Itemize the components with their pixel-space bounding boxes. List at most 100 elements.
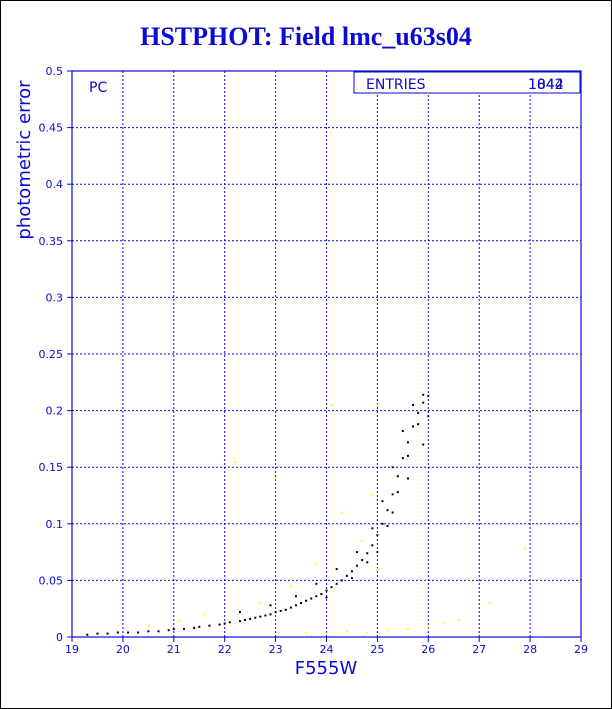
- data-point: [259, 615, 262, 618]
- stats-value-1: 1044: [528, 77, 564, 93]
- data-point: [422, 401, 425, 404]
- data-point: [315, 595, 318, 598]
- data-point: [427, 415, 430, 418]
- data-point: [376, 534, 379, 537]
- data-point: [274, 611, 277, 614]
- y-tick-label: 0.5: [46, 65, 64, 78]
- data-point: [406, 628, 409, 631]
- data-point: [361, 559, 364, 562]
- data-point: [386, 525, 389, 528]
- data-point: [310, 597, 313, 600]
- data-point: [376, 551, 379, 554]
- data-point: [381, 522, 384, 525]
- data-point: [345, 574, 348, 577]
- data-point: [488, 602, 491, 605]
- data-point: [137, 631, 140, 634]
- data-point: [269, 604, 272, 607]
- data-point: [396, 475, 399, 478]
- data-point: [305, 599, 308, 602]
- data-point: [330, 403, 333, 406]
- x-tick-label: 23: [269, 643, 283, 656]
- data-point: [391, 493, 394, 496]
- data-point: [233, 460, 236, 463]
- data-point: [126, 631, 129, 634]
- data-point: [345, 630, 348, 633]
- data-point: [289, 606, 292, 609]
- data-point: [356, 564, 359, 567]
- x-tick-label: 21: [167, 643, 181, 656]
- x-tick-label: 22: [218, 643, 232, 656]
- data-point: [96, 632, 99, 635]
- data-point: [381, 500, 384, 503]
- data-point: [361, 539, 364, 542]
- x-tick-label: 28: [523, 643, 537, 656]
- data-point: [401, 429, 404, 432]
- data-point: [259, 602, 262, 605]
- data-point: [320, 592, 323, 595]
- data-point: [406, 441, 409, 444]
- data-point: [376, 568, 379, 571]
- data-point: [340, 579, 343, 582]
- data-point: [208, 624, 211, 627]
- data-point: [294, 604, 297, 607]
- data-point: [427, 625, 430, 628]
- x-tick-label: 24: [320, 643, 334, 656]
- data-point: [86, 633, 89, 636]
- data-point: [147, 624, 150, 627]
- data-point: [244, 619, 247, 622]
- data-point: [391, 466, 394, 469]
- data-points: [86, 393, 527, 636]
- data-point: [218, 623, 221, 626]
- data-point: [371, 527, 374, 530]
- x-tick-label: 19: [65, 643, 79, 656]
- data-point: [315, 582, 318, 585]
- chart-title: HSTPHOT: Field lmc_u63s04: [140, 22, 472, 51]
- data-point: [412, 425, 415, 428]
- data-point: [315, 562, 318, 565]
- axis-ticks: 19 20 21 22 23 24 25 26 27 28 29 0 0.05 0.1 0.15 0.2 0.2…: [39, 65, 589, 656]
- data-point: [457, 619, 460, 622]
- grid-lines: [72, 71, 581, 637]
- data-point: [238, 620, 241, 623]
- data-point: [391, 511, 394, 514]
- data-point: [406, 477, 409, 480]
- data-point: [284, 608, 287, 611]
- data-point: [106, 632, 109, 635]
- data-point: [524, 547, 527, 550]
- y-tick-label: 0.3: [46, 291, 64, 304]
- y-tick-label: 0: [56, 631, 63, 644]
- data-point: [401, 457, 404, 460]
- x-tick-label: 27: [472, 643, 486, 656]
- data-point: [417, 411, 420, 414]
- y-tick-label: 0.1: [46, 518, 64, 531]
- data-point: [116, 631, 119, 634]
- data-point: [417, 423, 420, 426]
- data-point: [305, 631, 308, 634]
- data-point: [264, 614, 267, 617]
- stats-label: ENTRIES: [366, 77, 426, 93]
- data-point: [203, 613, 206, 616]
- data-point: [371, 494, 374, 497]
- data-point: [422, 443, 425, 446]
- data-point: [177, 620, 180, 623]
- x-tick-label: 26: [421, 643, 435, 656]
- data-point: [325, 596, 328, 599]
- data-point: [198, 625, 201, 628]
- data-point: [422, 393, 425, 396]
- data-point: [376, 403, 379, 406]
- data-point: [238, 611, 241, 614]
- data-point: [254, 616, 257, 619]
- data-point: [223, 622, 226, 625]
- stats-box: ENTRIES 1044 1842: [353, 71, 581, 94]
- data-point: [249, 617, 252, 620]
- y-tick-label: 0.15: [39, 461, 64, 474]
- data-point: [279, 609, 282, 612]
- data-point: [396, 491, 399, 494]
- y-tick-label: 0.25: [39, 348, 64, 361]
- data-point: [228, 621, 231, 624]
- data-point: [371, 544, 374, 547]
- data-point: [300, 602, 303, 605]
- data-point: [289, 585, 292, 588]
- data-point: [172, 628, 175, 631]
